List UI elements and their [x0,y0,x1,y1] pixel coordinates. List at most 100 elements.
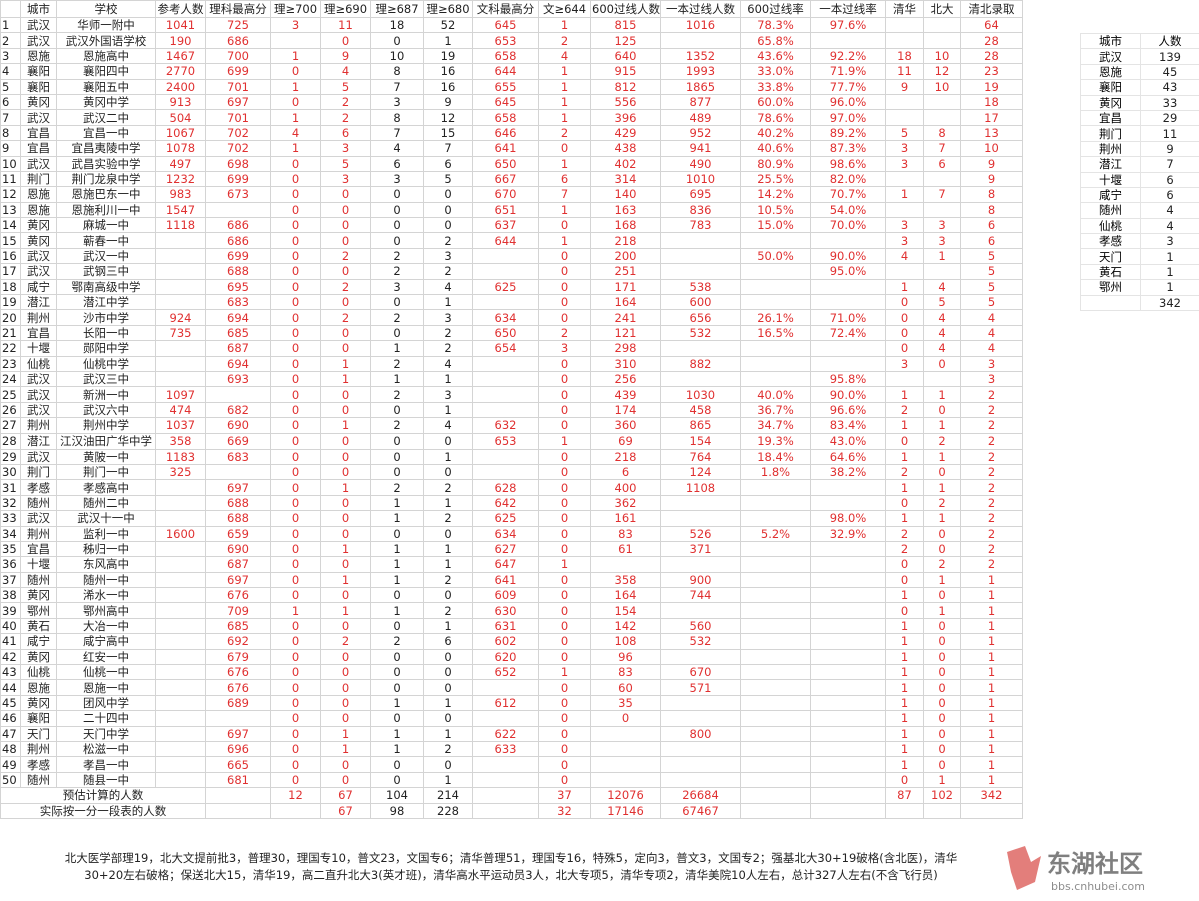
watermark: 东湖社区 bbs.cnhubei.com [1007,846,1145,893]
value-cell: 0 [370,32,424,49]
value-cell: 0 [885,432,924,450]
school-cell: 宜昌一中 [56,124,156,142]
value-cell: 630 [472,602,539,619]
value-cell: 0 [270,63,321,80]
value-cell: 490 [660,155,741,172]
value-cell: 0 [885,324,924,342]
value-cell: 0 [270,217,321,234]
value-cell: 78.3% [740,16,811,34]
value-cell [810,664,886,681]
summary-cell [885,802,924,819]
value-cell: 6 [320,124,371,142]
value-cell: 0 [538,617,591,635]
value-cell: 2 [320,93,371,111]
table-row: 23 仙桃 仙桃中学 694 0 1 2 4 0 310 882 3 0 3 [0,355,1023,372]
value-cell: 683 [205,294,271,311]
city-cell: 武汉 [20,401,57,419]
value-cell: 686 [205,232,271,249]
city-cell: 黄冈 [20,694,57,712]
value-cell: 1 [270,140,321,157]
value-cell: 0 [538,494,591,512]
value-cell: 4 [423,355,473,372]
value-cell: 0 [923,756,961,773]
value-cell: 0 [538,571,591,589]
city-cell: 潜江 [20,294,57,311]
city-count: 43 [1140,79,1199,96]
value-cell: 913 [155,93,206,111]
value-cell: 1 [923,571,961,589]
value-cell: 0 [538,771,591,789]
value-cell: 702 [205,124,271,142]
value-cell: 693 [205,370,271,388]
value-cell: 474 [155,401,206,419]
value-cell: 688 [205,494,271,512]
value-cell: 637 [472,217,539,234]
value-cell: 0 [370,648,424,666]
header-cell: 理≥680 [423,0,473,18]
value-cell [155,540,206,558]
city-name: 襄阳 [1080,79,1141,96]
header-cell: 文≥644 [538,0,591,18]
value-cell: 560 [660,617,741,635]
value-cell: 6 [423,155,473,172]
value-cell: 87.3% [810,140,886,157]
value-cell: 1 [923,510,961,527]
city-total-blank [1080,294,1141,312]
header-row: 城市 学校 参考人数 理科最高分 理≥700 理≥690 理≥687 理≥680 文科最高分 文≥… [0,0,1023,18]
city-name: 宜昌 [1080,109,1141,127]
value-cell: 2 [423,740,473,758]
value-cell: 645 [472,16,539,34]
row-number: 43 [0,664,21,681]
city-cell: 恩施 [20,679,57,696]
value-cell: 0 [270,263,321,280]
value-cell: 0 [270,740,321,758]
value-cell: 5 [885,124,924,142]
table-row: 49 孝感 孝昌一中 665 0 0 0 0 0 1 0 1 [0,756,1023,773]
value-cell: 8 [370,63,424,80]
value-cell: 19.3% [740,432,811,450]
school-cell: 仙桃中学 [56,355,156,372]
value-cell: 0 [538,355,591,372]
table-row: 2 武汉 武汉外国语学校 190 686 0 0 1 653 2 125 65.8% 28 [0,32,1023,49]
value-cell: 1 [885,725,924,742]
school-cell: 荆州中学 [56,417,156,434]
school-cell: 武昌实验中学 [56,155,156,172]
value-cell: 1 [423,401,473,419]
value-cell: 709 [205,602,271,619]
value-cell: 3 [885,217,924,234]
value-cell [923,170,961,188]
value-cell [660,740,741,758]
value-cell: 2 [370,386,424,403]
value-cell: 164 [590,587,661,604]
summary-cell: 12076 [590,787,661,804]
value-cell: 676 [205,664,271,681]
city-cell: 咸宁 [20,278,57,296]
city-header-cell: 人数 [1140,32,1199,50]
value-cell: 2 [960,386,1023,403]
school-cell: 红安一中 [56,648,156,666]
value-cell: 676 [205,679,271,696]
summary-cell: 67 [320,787,371,804]
value-cell: 0 [320,448,371,465]
school-cell: 随州二中 [56,494,156,512]
city-row: 宜昌 29 [1080,109,1199,127]
watermark-url: bbs.cnhubei.com [1051,880,1145,893]
summary-cell: 87 [885,787,924,804]
value-cell: 2 [960,401,1023,419]
value-cell: 1 [538,78,591,95]
value-cell: 3 [923,217,961,234]
value-cell: 154 [660,432,741,450]
value-cell: 2 [885,463,924,481]
table-row: 10 武汉 武昌实验中学 497 698 0 5 6 6 650 1 402 490 80.9% 98.6%… [0,155,1023,172]
value-cell: 4 [423,278,473,296]
value-cell [923,16,961,34]
value-cell [885,170,924,188]
value-cell: 43.0% [810,432,886,450]
value-cell: 0 [923,540,961,558]
city-cell: 黄冈 [20,93,57,111]
value-cell: 13 [960,124,1023,142]
value-cell: 18 [885,47,924,65]
value-cell: 0 [923,694,961,712]
value-cell: 1 [423,494,473,512]
city-cell: 恩施 [20,47,57,65]
